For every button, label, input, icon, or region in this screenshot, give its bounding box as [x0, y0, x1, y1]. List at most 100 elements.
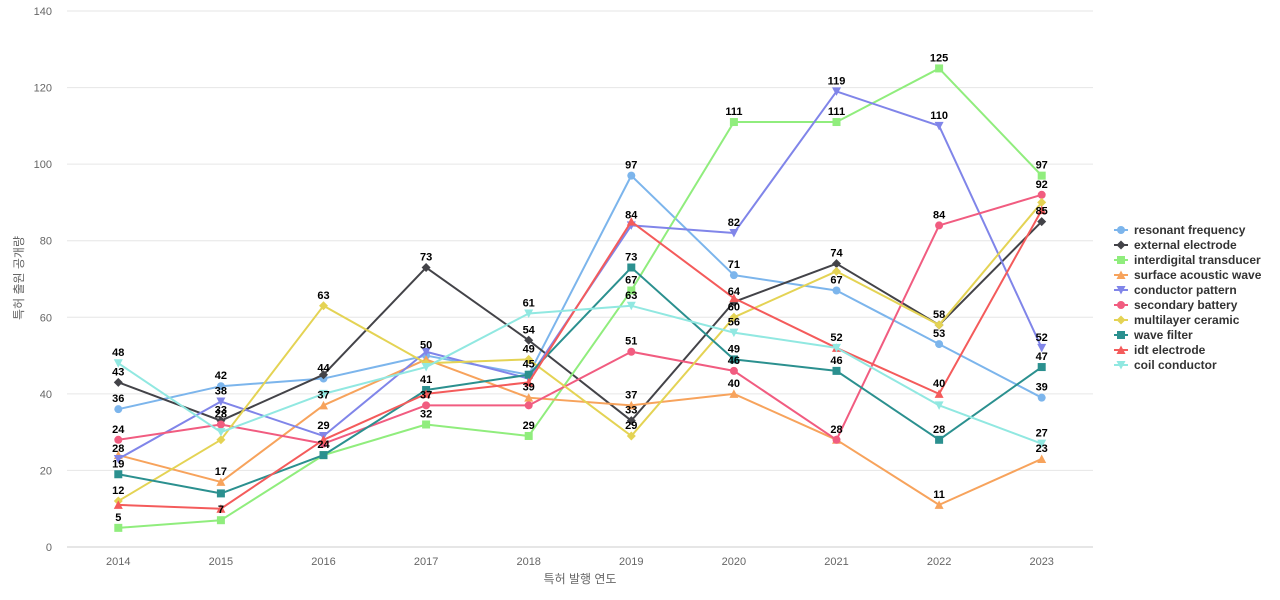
series-line: [117, 220, 1043, 422]
legend-label: wave filter: [1133, 328, 1193, 342]
x-axis-title: 특허 발행 연도: [544, 571, 617, 586]
series-coil-conductor: [113, 301, 1047, 449]
legend-marker: [1116, 286, 1126, 295]
data-point: [627, 286, 636, 295]
data-label: 28: [215, 408, 227, 420]
legend-item[interactable]: surface acoustic wave: [1114, 268, 1262, 282]
y-axis-ticks: 0 20 40 60 80 100 120 140: [34, 6, 52, 554]
data-label: 52: [1036, 332, 1048, 344]
data-point: [935, 340, 944, 349]
data-label: 33: [625, 405, 637, 417]
y-tick-label: 20: [40, 465, 52, 477]
data-label: 42: [215, 370, 227, 382]
data-label: 39: [523, 382, 535, 394]
legend-item[interactable]: interdigital transducer: [1114, 253, 1261, 267]
x-axis-ticks: 2014 2015 2016 2017 2018 2019 2020 2021 2022 2023: [106, 556, 1054, 568]
legend-item[interactable]: resonant frequency: [1114, 223, 1246, 237]
data-point: [729, 271, 738, 280]
data-label: 60: [728, 301, 740, 313]
data-point: [832, 118, 841, 127]
legend-item[interactable]: wave filter: [1114, 328, 1193, 342]
data-point: [113, 500, 123, 509]
legend-marker: [1117, 301, 1125, 309]
series-line: [118, 193, 1042, 445]
data-point: [626, 431, 636, 441]
legend-item[interactable]: idt electrode: [1114, 343, 1206, 357]
x-tick-label: 2017: [414, 556, 438, 568]
data-point: [626, 217, 636, 226]
legend-item[interactable]: external electrode: [1114, 238, 1237, 252]
legend-marker: [1117, 226, 1125, 234]
series-idt-electrode: [113, 205, 1047, 513]
data-point: [524, 393, 534, 402]
data-label: 82: [728, 217, 740, 229]
data-label: 46: [728, 355, 740, 367]
legend-label: multilayer ceramic: [1134, 313, 1240, 327]
data-label: 63: [625, 290, 637, 302]
data-label: 85: [1036, 206, 1048, 218]
x-tick-label: 2015: [209, 556, 233, 568]
data-point: [934, 389, 944, 398]
data-label: 125: [930, 52, 948, 64]
data-point: [626, 400, 636, 410]
data-label: 58: [933, 309, 945, 321]
legend-marker: [1117, 331, 1125, 339]
data-label: 5: [115, 512, 121, 524]
series-interdigital-transducer: [114, 64, 1046, 532]
data-label: 37: [317, 389, 329, 401]
data-label: 28: [933, 424, 945, 436]
y-tick-label: 120: [34, 83, 52, 95]
data-point: [1037, 439, 1047, 449]
data-label: 48: [112, 347, 124, 359]
data-point: [421, 347, 431, 357]
data-point: [1037, 454, 1047, 463]
data-label: 45: [523, 359, 535, 371]
data-point: [114, 523, 123, 532]
data-point: [319, 400, 328, 410]
y-tick-label: 80: [40, 236, 52, 248]
data-label: 67: [625, 274, 637, 286]
data-point: [935, 435, 944, 444]
data-label: 71: [728, 259, 740, 271]
data-point: [524, 377, 534, 387]
data-label: 29: [625, 420, 637, 432]
legend-label: secondary battery: [1134, 298, 1238, 312]
series-line: [118, 67, 1043, 529]
data-label: 43: [112, 366, 124, 378]
data-label: 39: [1036, 382, 1048, 394]
data-point: [421, 389, 431, 398]
data-label: 97: [625, 160, 637, 172]
data-label: 61: [523, 297, 535, 309]
data-point: [114, 405, 123, 414]
data-label: 28: [830, 424, 842, 436]
legend-item[interactable]: multilayer ceramic: [1114, 313, 1240, 327]
series-line: [118, 174, 1043, 411]
data-point: [935, 221, 944, 230]
data-label: 84: [625, 209, 638, 221]
data-point: [832, 366, 841, 375]
legend-marker: [1116, 270, 1126, 279]
data-point: [216, 420, 225, 429]
data-label: 38: [215, 386, 227, 398]
data-point: [113, 359, 123, 368]
data-point: [319, 435, 328, 444]
data-label: 52: [830, 332, 842, 344]
data-point: [832, 87, 841, 96]
data-point: [729, 229, 739, 238]
data-label: 111: [725, 106, 742, 118]
data-label: 56: [728, 317, 740, 329]
data-label: 32: [420, 408, 432, 420]
legend-item[interactable]: coil conductor: [1114, 358, 1217, 372]
data-point: [319, 451, 328, 460]
legend-item[interactable]: secondary battery: [1114, 298, 1238, 312]
data-point: [627, 263, 636, 272]
data-point: [832, 286, 841, 295]
y-tick-label: 140: [34, 6, 52, 18]
data-label: 33: [215, 405, 227, 417]
series-line: [117, 201, 1043, 502]
legend-item[interactable]: conductor pattern: [1114, 283, 1237, 297]
data-point: [216, 382, 225, 391]
data-point: [1037, 343, 1047, 353]
